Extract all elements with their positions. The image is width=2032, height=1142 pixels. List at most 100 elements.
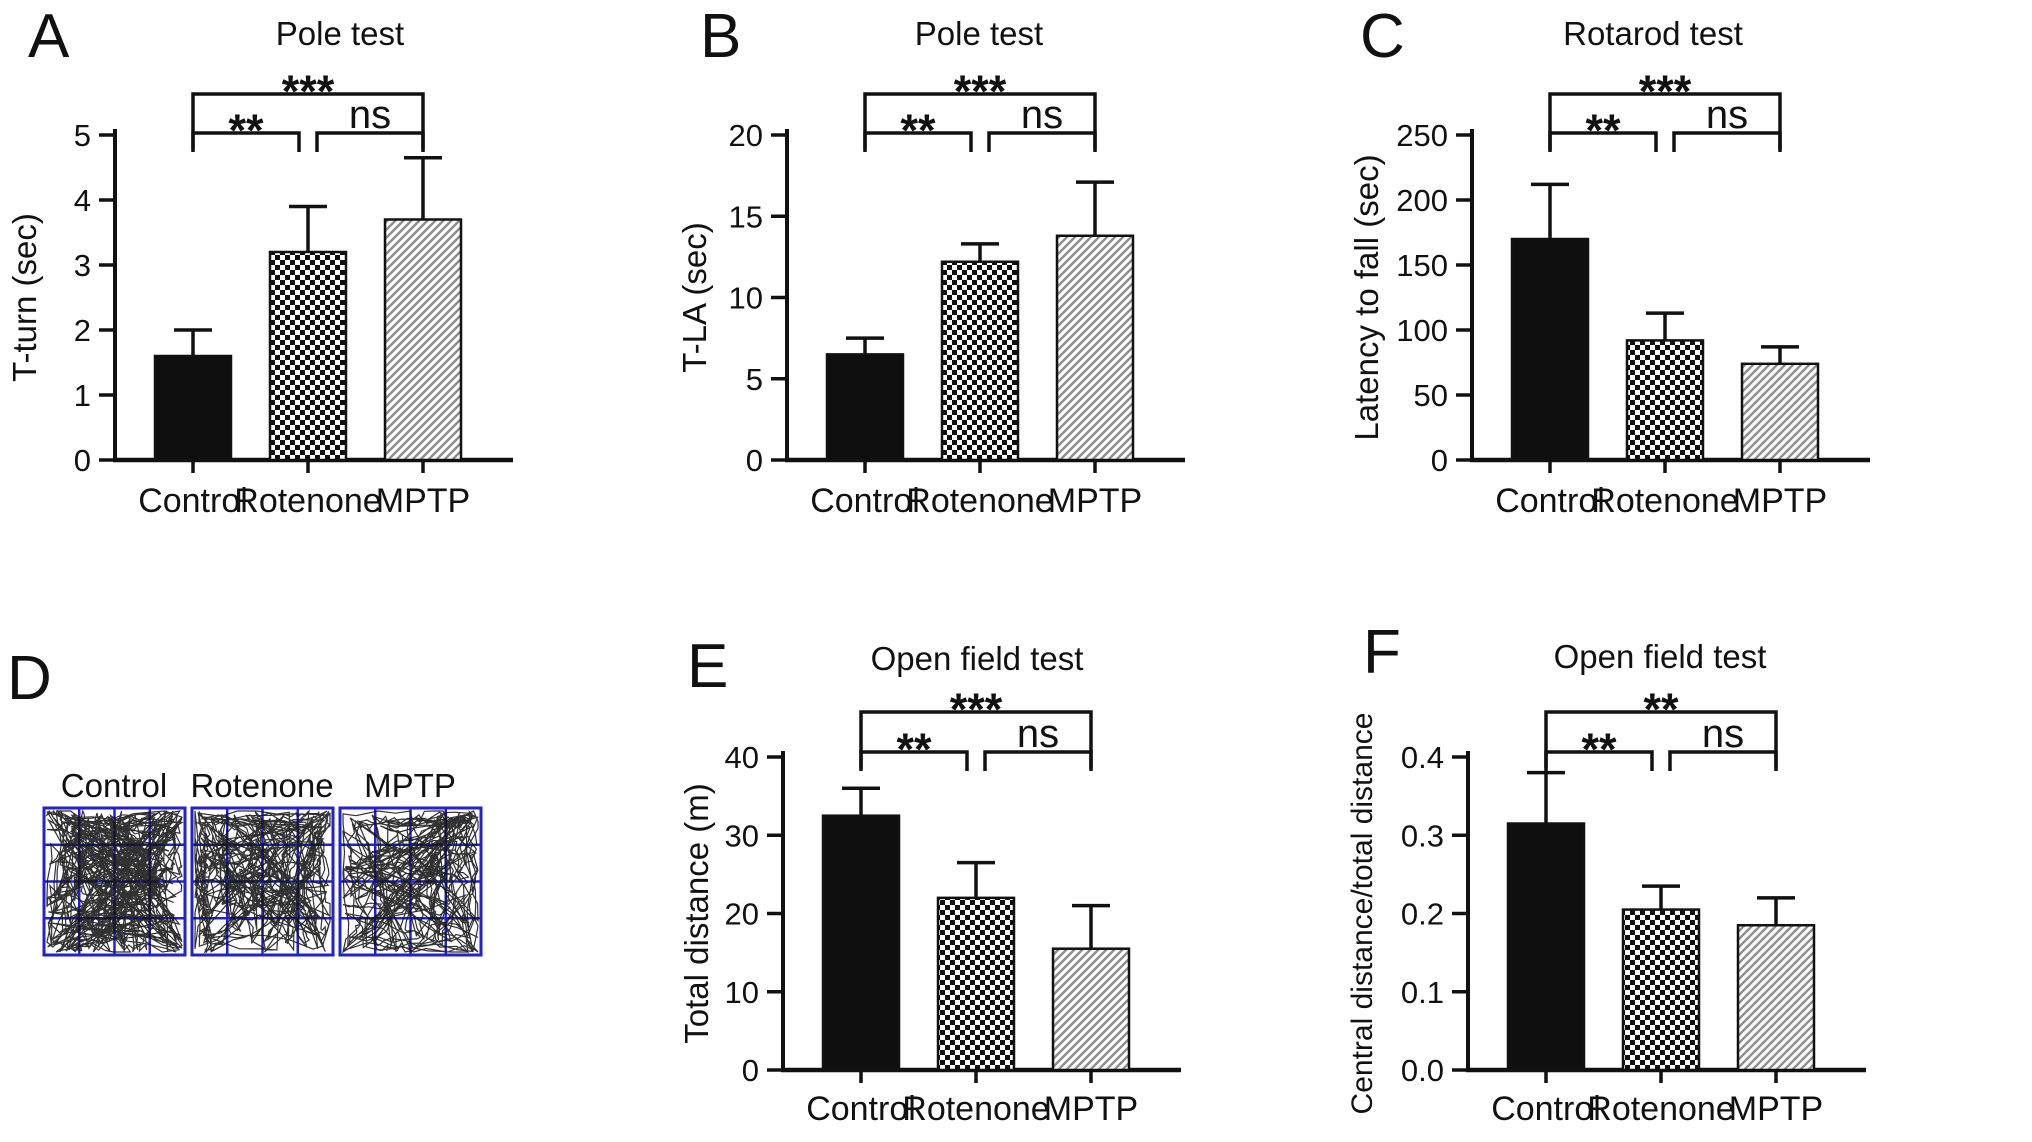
y-tick-label: 0.0 [1401, 1053, 1444, 1088]
y-tick-label: 10 [725, 975, 759, 1010]
y-tick-label: 15 [729, 199, 763, 234]
bar-control [821, 814, 901, 1072]
significance-bracket [859, 710, 1093, 768]
significance-label: *** [282, 66, 335, 117]
bar-control [1506, 822, 1586, 1072]
bar-control [153, 354, 233, 462]
y-axis-label: Latency to fall (sec) [1350, 154, 1385, 440]
y-axis-label: T-turn (sec) [6, 213, 43, 382]
y-tick-label: 30 [725, 818, 759, 853]
significance-label: ns [1702, 712, 1744, 756]
y-tick-label: 5 [746, 362, 763, 397]
significance-bracket [1544, 710, 1778, 768]
y-tick-label: 40 [725, 740, 759, 775]
bar-rotenone [940, 260, 1020, 462]
x-category-label: MPTP [1729, 1090, 1823, 1128]
y-tick-label: 100 [1396, 313, 1448, 348]
panel-e-open-field-test: E Open field test 0 10 20 30 40 Total distanc… [680, 600, 1350, 1142]
y-axis-label: Total distance (m) [680, 783, 715, 1043]
panel-letter-b: B [700, 2, 742, 71]
y-axis-label: Central distance/total distance [1350, 713, 1379, 1115]
y-tick-label: 2 [74, 313, 91, 348]
x-category-label: Control [810, 482, 920, 520]
movement-trace-mptp [342, 809, 479, 954]
arena-border [42, 806, 187, 957]
y-tick-label: 250 [1396, 118, 1448, 153]
bar-rotenone [1625, 339, 1705, 462]
x-category-label: Control [1495, 482, 1605, 520]
significance-label: ns [349, 93, 391, 137]
arena-border [338, 806, 483, 957]
bar-mptp [1736, 923, 1816, 1072]
y-tick-label: 20 [729, 118, 763, 153]
panel-c-rotarod-test: C Rotarod test 0 50 100 150 200 250 Latency to… [1350, 0, 2032, 575]
panel-a-pole-test: A Pole test 0 1 2 3 4 5 T-turn (sec) Control Rot… [0, 0, 672, 575]
y-tick-label: 3 [74, 248, 91, 283]
significance-label: *** [1639, 66, 1692, 117]
y-tick-label: 50 [1414, 378, 1448, 413]
significance-bracket [1548, 92, 1782, 150]
y-tick-label: 10 [729, 281, 763, 316]
x-category-label: Rotenone [234, 482, 381, 520]
significance-label: ** [900, 105, 936, 156]
significance-bracket [191, 92, 425, 150]
y-tick-label: 0.4 [1401, 740, 1444, 775]
x-category-label: Control [806, 1090, 916, 1128]
panel-letter-c: C [1360, 2, 1405, 71]
x-category-label: Control [1491, 1090, 1601, 1128]
track-group-label-mptp: MPTP [364, 767, 456, 804]
bar-rotenone [936, 896, 1016, 1072]
x-category-label: Rotenone [1587, 1090, 1734, 1128]
significance-label: ** [1581, 724, 1617, 775]
panel-d-open-field-tracks: D Control Rotenone MPTP [0, 600, 680, 1142]
significance-bracket [863, 92, 1097, 150]
bar-mptp [1055, 234, 1135, 462]
bar-control [825, 353, 905, 462]
bar-mptp [1051, 947, 1131, 1072]
chart-title-b: Pole test [914, 15, 1044, 52]
y-tick-label: 200 [1396, 183, 1448, 218]
y-tick-label: 0 [746, 443, 763, 478]
bar-control [1510, 237, 1590, 462]
y-tick-label: 0.3 [1401, 818, 1444, 853]
y-tick-label: 20 [725, 897, 759, 932]
y-tick-label: 4 [74, 183, 91, 218]
y-tick-label: 0 [74, 443, 91, 478]
x-category-label: Rotenone [1591, 482, 1738, 520]
chart-title-f: Open field test [1553, 638, 1767, 675]
bar-chart-latency-to-fall: 0 50 100 150 200 250 Latency to fall (sec) Cont… [1350, 66, 1870, 520]
significance-label: *** [954, 66, 1007, 117]
significance-label: ns [1706, 93, 1748, 137]
y-tick-label: 1 [74, 378, 91, 413]
significance-label: ** [896, 724, 932, 775]
x-category-label: MPTP [1048, 482, 1142, 520]
panel-f-open-field-test: F Open field test 0.0 0.1 0.2 0.3 0.4 Central… [1350, 600, 2032, 1142]
significance-label: ns [1017, 712, 1059, 756]
panel-b-pole-test: B Pole test 0 5 10 15 20 T-LA (sec) Control Rot… [672, 0, 1350, 575]
significance-label: ns [1021, 93, 1063, 137]
x-category-label: MPTP [1733, 482, 1827, 520]
movement-trace-rotenone [194, 809, 331, 954]
track-group-label-rotenone: Rotenone [190, 767, 334, 804]
chart-title-c: Rotarod test [1563, 15, 1743, 52]
bar-mptp [1740, 362, 1820, 462]
chart-title-a: Pole test [275, 15, 405, 52]
y-tick-label: 0.2 [1401, 897, 1444, 932]
significance-label: ** [1585, 105, 1621, 156]
panel-letter-e: E [687, 632, 729, 701]
bar-rotenone [1621, 908, 1701, 1072]
y-tick-label: 5 [74, 118, 91, 153]
bar-chart-total-distance: 0 10 20 30 40 Total distance (m) ControlRoteno… [680, 684, 1181, 1128]
track-group-label-control: Control [60, 767, 168, 804]
x-category-label: Rotenone [906, 482, 1053, 520]
x-category-label: Rotenone [902, 1090, 1049, 1128]
chart-title-e: Open field test [870, 640, 1084, 677]
y-tick-label: 0 [1431, 443, 1448, 478]
bar-mptp [383, 218, 463, 462]
panel-letter-f: F [1363, 618, 1401, 687]
significance-label: ** [228, 105, 264, 156]
x-category-label: Control [138, 482, 248, 520]
